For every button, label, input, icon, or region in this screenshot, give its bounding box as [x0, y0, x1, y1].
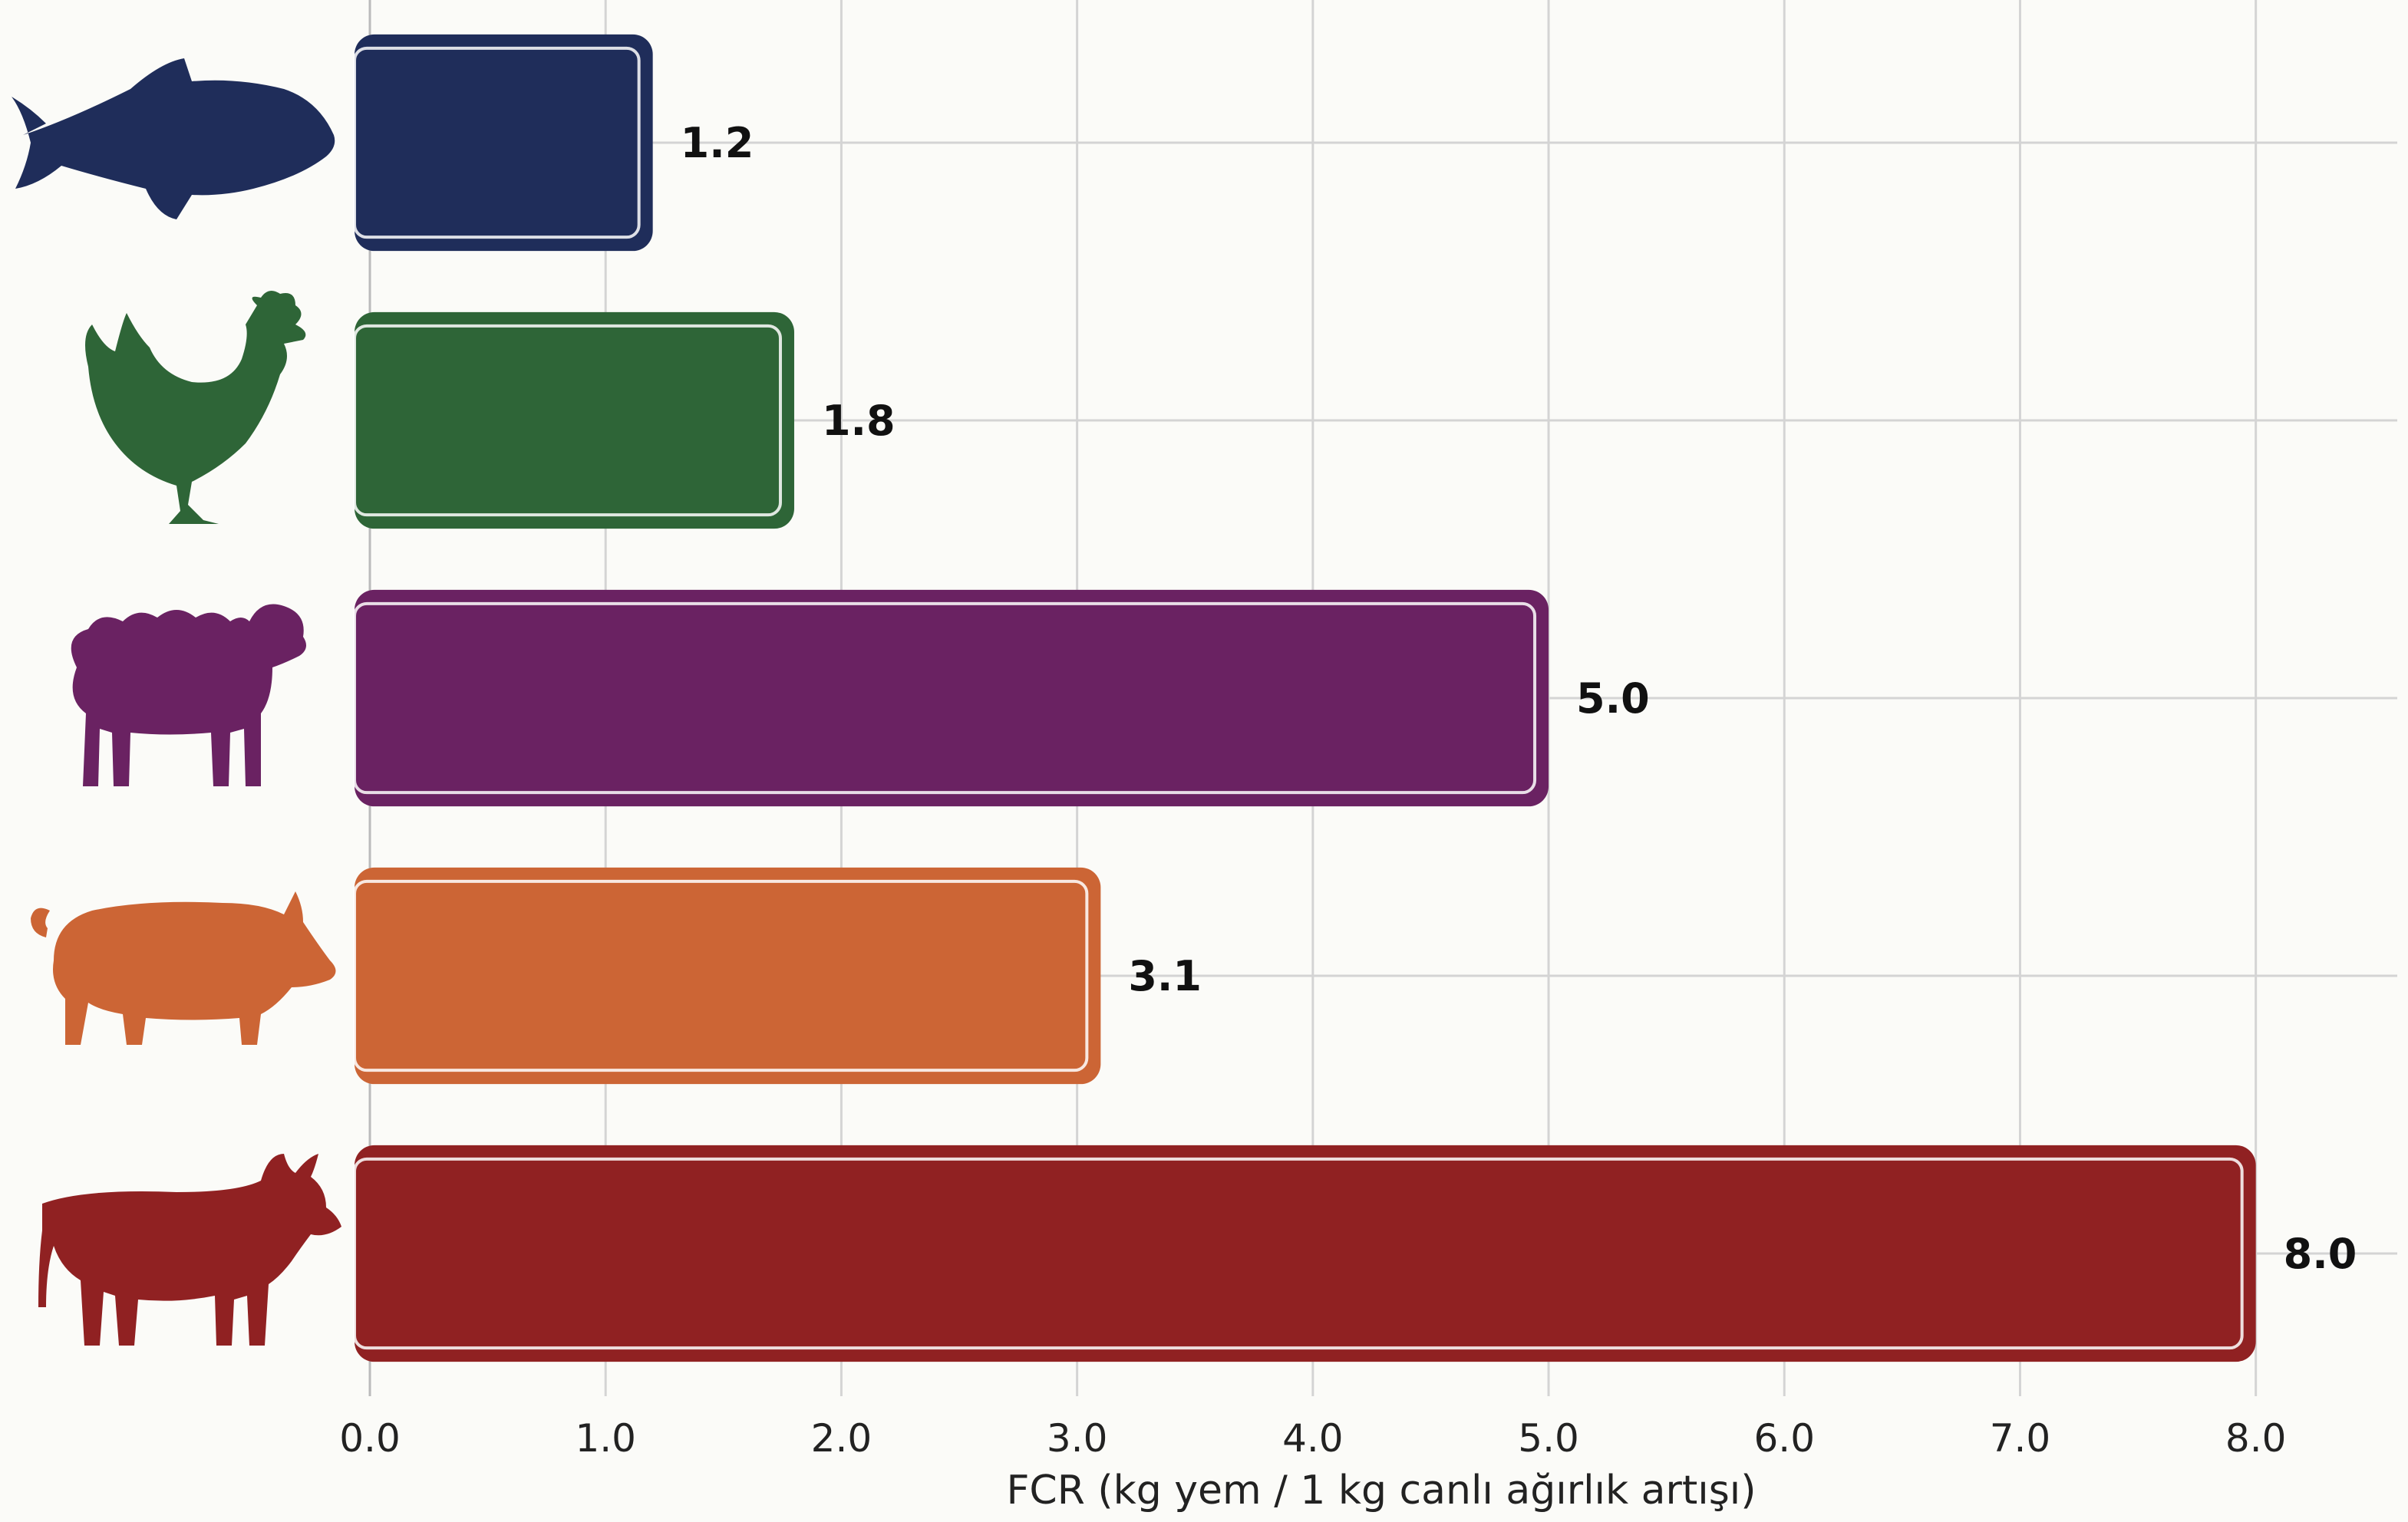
- bars: [353, 34, 2256, 1362]
- cow-icon-shape: [38, 1154, 341, 1346]
- x-tick-label-6: 6.0: [1753, 1416, 1815, 1461]
- value-label-chicken: 1.8: [822, 397, 896, 445]
- bar-sheep: [353, 589, 1549, 807]
- bar-fish-inner-border: [353, 46, 641, 239]
- value-label-cattle: 8.0: [2284, 1230, 2357, 1278]
- chicken-icon-shape: [85, 291, 306, 524]
- bar-cattle-fill: [355, 1145, 2256, 1362]
- bar-fish-fill: [355, 34, 653, 252]
- bar-chicken: [353, 311, 794, 529]
- value-label-sheep: 5.0: [1576, 674, 1650, 723]
- x-tick-label-2: 2.0: [811, 1416, 872, 1461]
- bar-cattle: [353, 1145, 2256, 1362]
- value-labels: 1.2 1.8 5.0 3.1 8.0: [681, 119, 2357, 1278]
- bar-pig-inner-border: [353, 879, 1089, 1072]
- x-axis-title: FCR (kg yem / 1 kg canlı ağırlık artışı): [1006, 1468, 1756, 1514]
- bar-chicken-fill: [355, 311, 794, 529]
- bar-pig-fill: [355, 867, 1101, 1085]
- pig-icon: [31, 891, 336, 1045]
- x-tick-labels: 0.0 1.0 2.0 3.0 4.0 5.0 6.0 7.0 8.0: [339, 1416, 2286, 1461]
- bar-chicken-inner-border: [353, 324, 782, 517]
- bar-cattle-inner-border: [353, 1157, 2244, 1350]
- sheep-icon-shape: [71, 604, 306, 786]
- fish-icon: [12, 58, 335, 219]
- x-tick-label-7: 7.0: [1990, 1416, 2051, 1461]
- bar-fish: [353, 34, 653, 252]
- x-tick-label-0: 0.0: [339, 1416, 401, 1461]
- pig-icon-shape: [31, 891, 336, 1045]
- bar-sheep-fill: [355, 589, 1549, 807]
- fish-icon-shape: [12, 58, 335, 219]
- x-tick-label-8: 8.0: [2225, 1416, 2287, 1461]
- value-label-fish: 1.2: [681, 119, 754, 167]
- sheep-icon: [71, 604, 306, 786]
- category-icons: [12, 58, 341, 1346]
- cow-icon: [38, 1154, 341, 1346]
- bar-pig: [353, 867, 1101, 1085]
- x-tick-label-4: 4.0: [1282, 1416, 1344, 1461]
- x-tick-label-5: 5.0: [1518, 1416, 1579, 1461]
- x-tick-label-1: 1.0: [575, 1416, 636, 1461]
- chicken-icon: [85, 291, 306, 524]
- bar-sheep-inner-border: [353, 601, 1537, 795]
- value-label-pig: 3.1: [1128, 952, 1202, 1000]
- x-tick-label-3: 3.0: [1047, 1416, 1108, 1461]
